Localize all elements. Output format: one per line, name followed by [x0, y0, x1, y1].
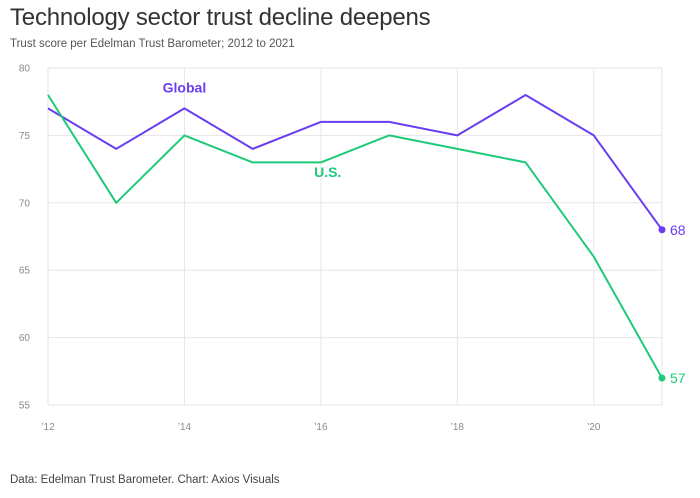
- x-tick-label: ’18: [451, 422, 465, 433]
- global-end-point: [658, 226, 666, 234]
- series-lines: [47, 94, 666, 382]
- u-s-series-label: U.S.: [314, 164, 341, 180]
- chart-source: Data: Edelman Trust Barometer. Chart: Ax…: [10, 474, 280, 486]
- x-tick-label: ’12: [41, 422, 55, 433]
- y-tick-label: 80: [19, 64, 31, 75]
- y-tick-label: 60: [19, 333, 31, 344]
- x-tick-label: ’20: [587, 422, 601, 433]
- y-tick-label: 65: [19, 266, 31, 277]
- chart-subtitle: Trust score per Edelman Trust Barometer;…: [10, 38, 295, 50]
- grid-lines: [47, 67, 663, 406]
- u-s-end-point: [658, 374, 666, 382]
- x-tick-label: ’16: [314, 422, 328, 433]
- global-series-label: Global: [163, 79, 207, 95]
- u-s-end-label: 57: [670, 370, 686, 386]
- y-tick-label: 55: [19, 401, 31, 412]
- y-tick-label: 75: [19, 131, 31, 142]
- y-tick-label: 70: [19, 198, 31, 209]
- global-series-line: [47, 94, 663, 231]
- global-end-label: 68: [670, 222, 686, 238]
- axis-labels: 55 60 65 70 75 80 ’12 ’14 ’16 ’18 ’20: [19, 64, 601, 434]
- chart-title: Technology sector trust decline deepens: [10, 4, 431, 31]
- u-s-series-line: [47, 94, 663, 379]
- x-tick-label: ’14: [178, 422, 192, 433]
- series-labels: 68 Global 57 U.S.: [163, 79, 686, 386]
